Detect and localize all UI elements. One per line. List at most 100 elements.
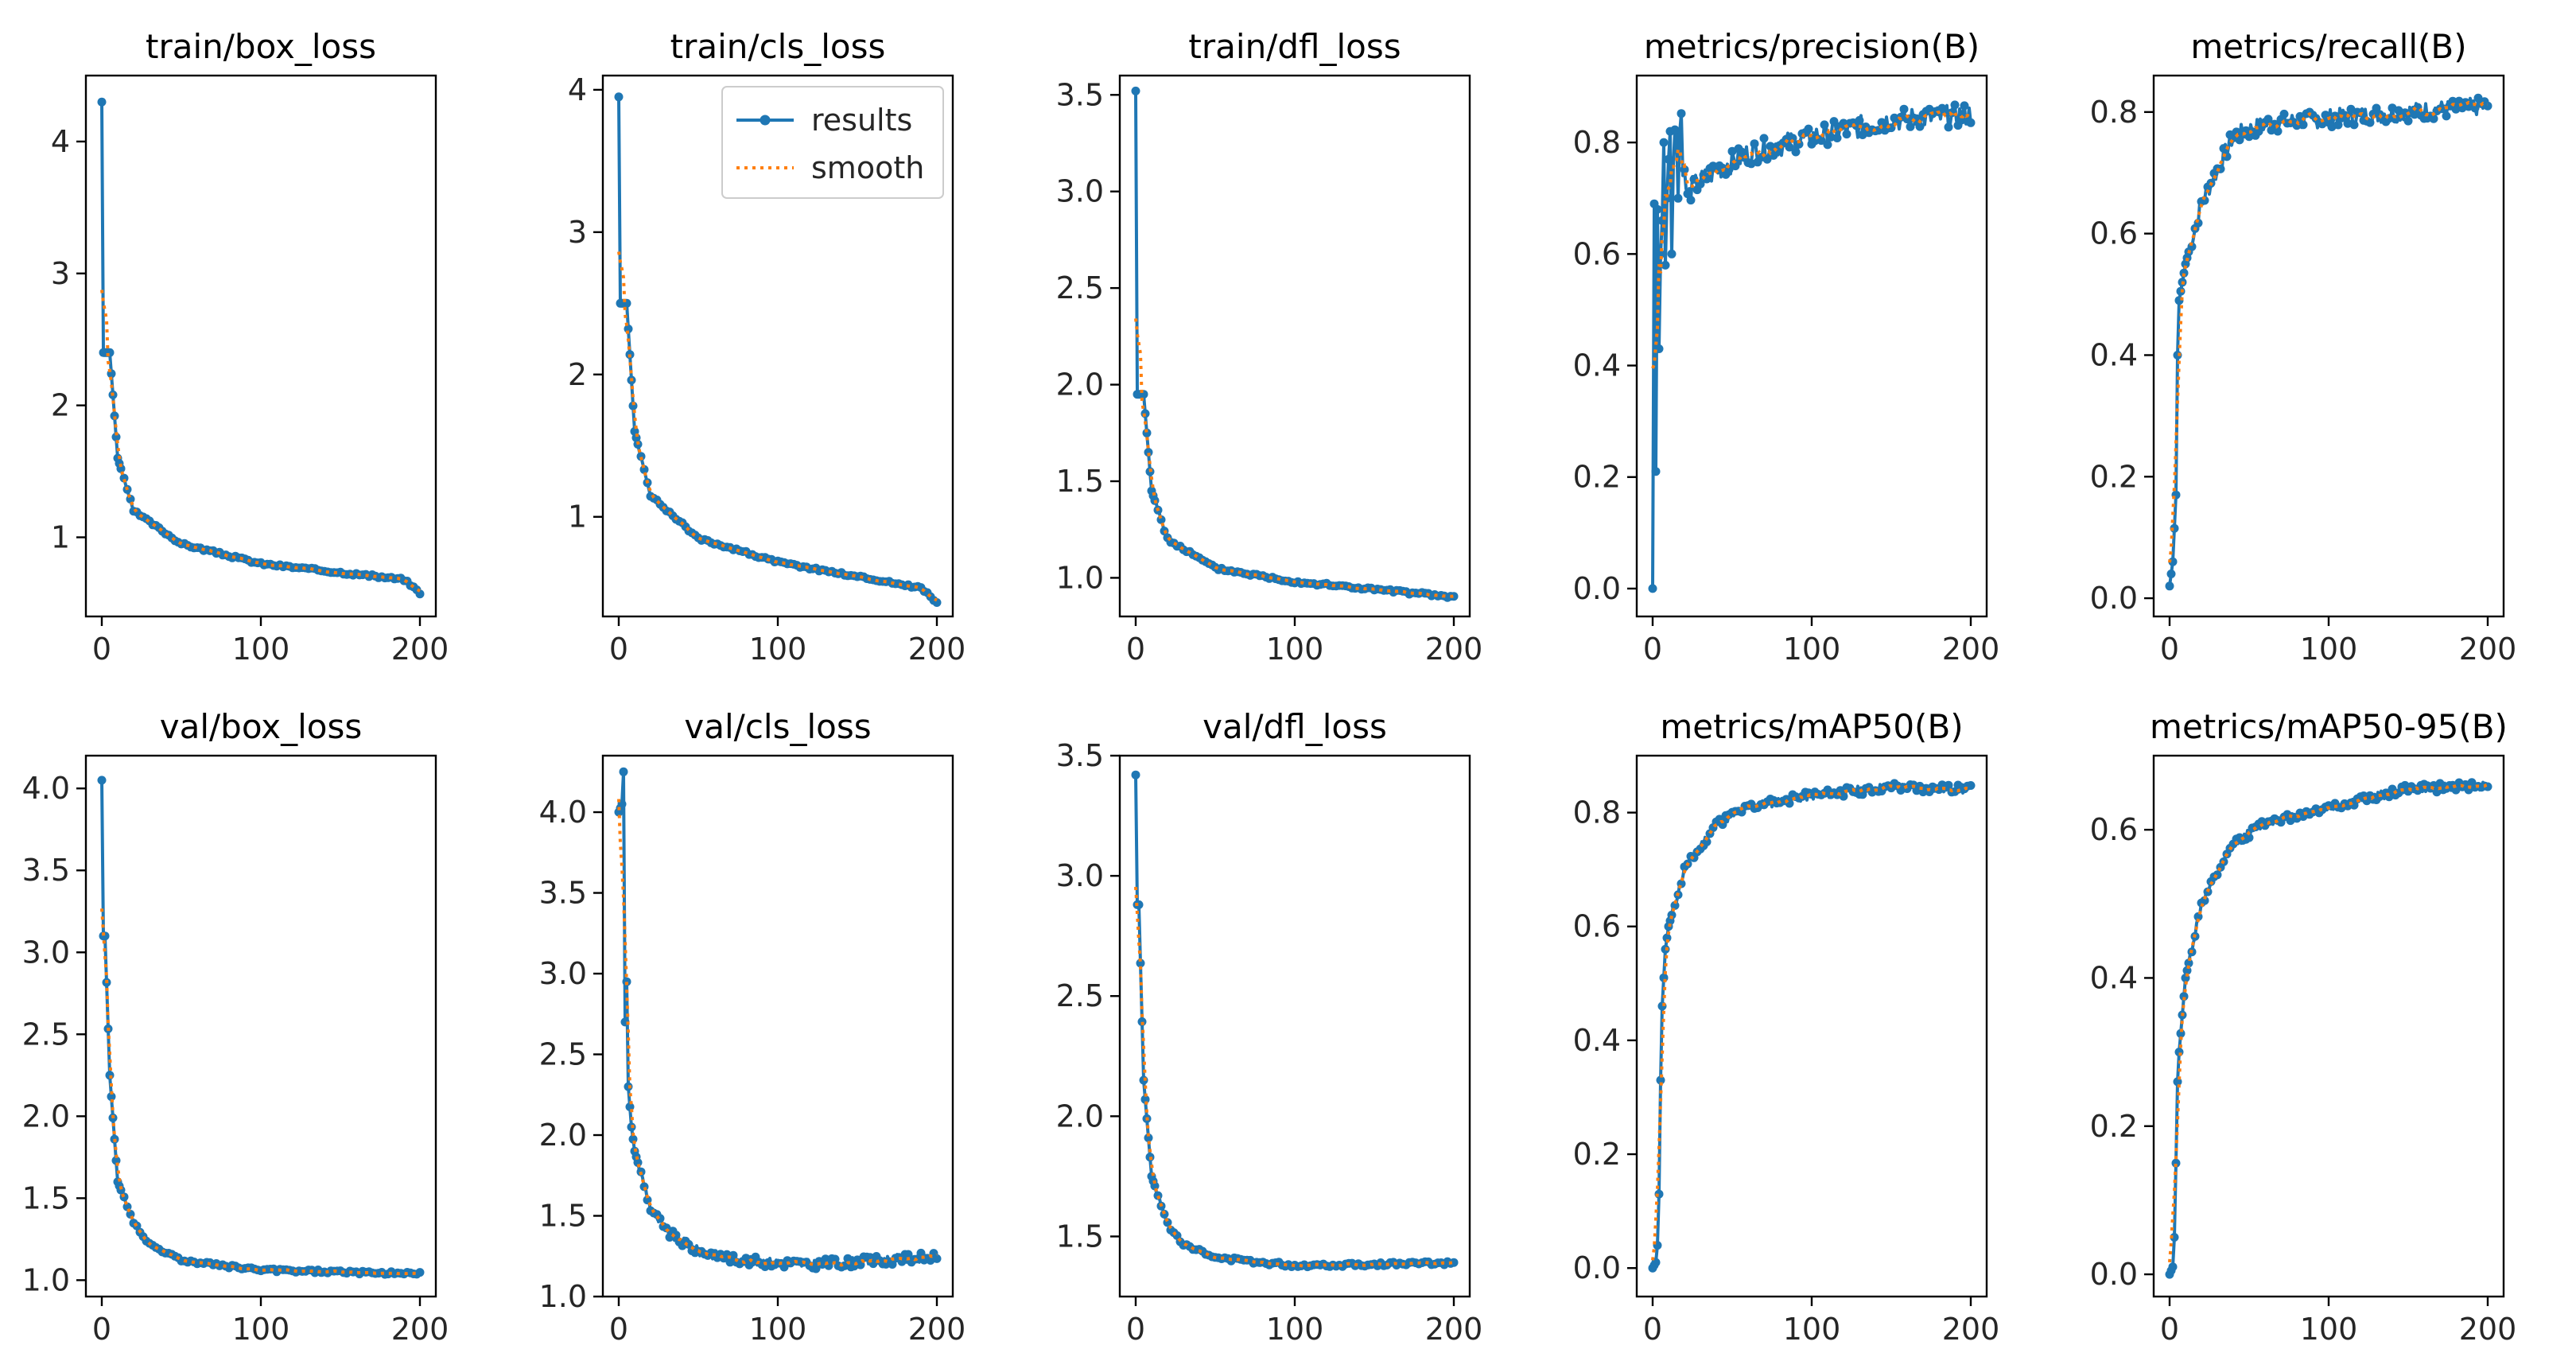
data-point bbox=[1832, 134, 1842, 142]
y-tick-label: 1 bbox=[568, 500, 587, 535]
x-tick-label: 0 bbox=[2160, 1312, 2179, 1347]
x-tick-label: 0 bbox=[2160, 632, 2179, 667]
x-tick-label: 0 bbox=[609, 632, 628, 667]
y-tick-label: 0.0 bbox=[2090, 581, 2138, 616]
data-point bbox=[1656, 1075, 1665, 1085]
y-tick-label: 2.0 bbox=[1056, 367, 1104, 402]
data-point bbox=[1915, 122, 1925, 131]
y-tick-label: 1.5 bbox=[539, 1199, 587, 1234]
data-point bbox=[2483, 101, 2492, 111]
x-tick-label: 0 bbox=[1643, 632, 1662, 667]
x-tick-label: 100 bbox=[232, 632, 290, 667]
data-point bbox=[628, 401, 638, 410]
chart-panel: metrics/mAP50-95(B) 0 100 200 0.0 0.2 0.4 0.6 bbox=[2090, 707, 2517, 1347]
data-point bbox=[1766, 142, 1775, 151]
chart-title: val/box_loss bbox=[160, 707, 362, 746]
data-point bbox=[1134, 900, 1144, 909]
data-point bbox=[1966, 781, 1976, 790]
x-tick-label: 100 bbox=[2300, 1312, 2358, 1347]
y-tick-label: 0.8 bbox=[1573, 125, 1621, 160]
data-point bbox=[811, 1264, 821, 1273]
results-markers bbox=[614, 767, 942, 1273]
smooth-series-line bbox=[100, 290, 421, 593]
y-tick-label: 2.5 bbox=[1056, 270, 1104, 305]
x-tick-label: 200 bbox=[908, 632, 966, 667]
data-point bbox=[1759, 134, 1769, 143]
data-point bbox=[2179, 992, 2189, 1001]
data-point bbox=[1136, 958, 1145, 968]
chart-title: metrics/recall(B) bbox=[2190, 27, 2466, 66]
data-point bbox=[415, 589, 425, 599]
chart-title: train/box_loss bbox=[146, 27, 376, 66]
data-point bbox=[932, 1254, 942, 1263]
data-point bbox=[2171, 1158, 2181, 1168]
data-point bbox=[1820, 120, 1829, 130]
data-point bbox=[1667, 910, 1677, 920]
chart-title: metrics/mAP50(B) bbox=[1660, 707, 1963, 746]
data-point bbox=[2193, 912, 2203, 921]
data-point bbox=[729, 1250, 738, 1260]
y-tick-label: 3.5 bbox=[1056, 738, 1104, 773]
data-point bbox=[111, 432, 121, 441]
data-point bbox=[1648, 584, 1657, 593]
data-point bbox=[1906, 122, 1915, 131]
y-tick-label: 0.6 bbox=[2090, 216, 2138, 251]
x-tick-label: 200 bbox=[391, 632, 449, 667]
data-point bbox=[2365, 118, 2375, 127]
data-point bbox=[1877, 118, 1886, 127]
y-tick-label: 2 bbox=[51, 388, 70, 423]
legend-results-label: results bbox=[811, 103, 912, 138]
x-tick-label: 200 bbox=[1425, 632, 1483, 667]
data-point bbox=[725, 1258, 735, 1267]
data-point bbox=[119, 473, 129, 483]
y-tick-label: 0.4 bbox=[2090, 337, 2138, 372]
data-point bbox=[1662, 193, 1672, 203]
data-point bbox=[2298, 120, 2308, 130]
y-tick-label: 4.0 bbox=[22, 771, 70, 806]
data-point bbox=[116, 464, 126, 473]
x-tick-label: 0 bbox=[609, 1312, 628, 1347]
data-point bbox=[622, 977, 631, 986]
data-point bbox=[1966, 118, 1976, 127]
y-tick-label: 2.0 bbox=[539, 1118, 587, 1153]
data-point bbox=[1944, 780, 1953, 790]
data-point bbox=[1950, 100, 1960, 110]
chart-title: val/dfl_loss bbox=[1203, 707, 1387, 746]
x-tick-label: 200 bbox=[1942, 632, 2000, 667]
data-point bbox=[1842, 130, 1851, 139]
data-point bbox=[97, 776, 107, 785]
smooth-series-line bbox=[1651, 108, 1972, 369]
data-point bbox=[1718, 820, 1727, 830]
y-tick-label: 2 bbox=[568, 357, 587, 392]
data-point bbox=[1142, 428, 1152, 437]
y-tick-label: 3.5 bbox=[22, 853, 70, 888]
data-point bbox=[1816, 136, 1826, 146]
data-point bbox=[1664, 154, 1673, 164]
data-point bbox=[2470, 103, 2480, 113]
smooth-series-line bbox=[100, 908, 421, 1276]
data-point bbox=[1131, 770, 1140, 780]
data-point bbox=[671, 1231, 681, 1240]
chart-panel: val/box_loss 0 100 200 1.0 1.5 2.0 2.5 3.0 3.5 4.0 bbox=[22, 707, 449, 1347]
data-point bbox=[2403, 116, 2413, 126]
x-tick-label: 200 bbox=[391, 1312, 449, 1347]
data-point bbox=[1670, 125, 1680, 134]
y-tick-label: 2.5 bbox=[22, 1017, 70, 1052]
data-point bbox=[1651, 467, 1661, 476]
data-point bbox=[1804, 124, 1813, 134]
y-tick-label: 4 bbox=[51, 124, 70, 159]
data-point bbox=[614, 92, 624, 102]
chart-panel: train/cls_loss 0 100 200 1 2 3 4 results smooth bbox=[568, 27, 966, 667]
legend: results smooth bbox=[721, 86, 944, 199]
data-point bbox=[1659, 138, 1669, 147]
y-tick-label: 1.5 bbox=[22, 1180, 70, 1215]
y-tick-label: 0.8 bbox=[1573, 795, 1621, 830]
data-point bbox=[110, 411, 119, 421]
legend-results-marker bbox=[760, 115, 771, 126]
data-point bbox=[1785, 142, 1794, 152]
data-point bbox=[2165, 581, 2174, 591]
y-tick-label: 3.0 bbox=[1056, 174, 1104, 209]
data-point bbox=[1661, 260, 1670, 270]
data-point bbox=[2349, 120, 2359, 130]
